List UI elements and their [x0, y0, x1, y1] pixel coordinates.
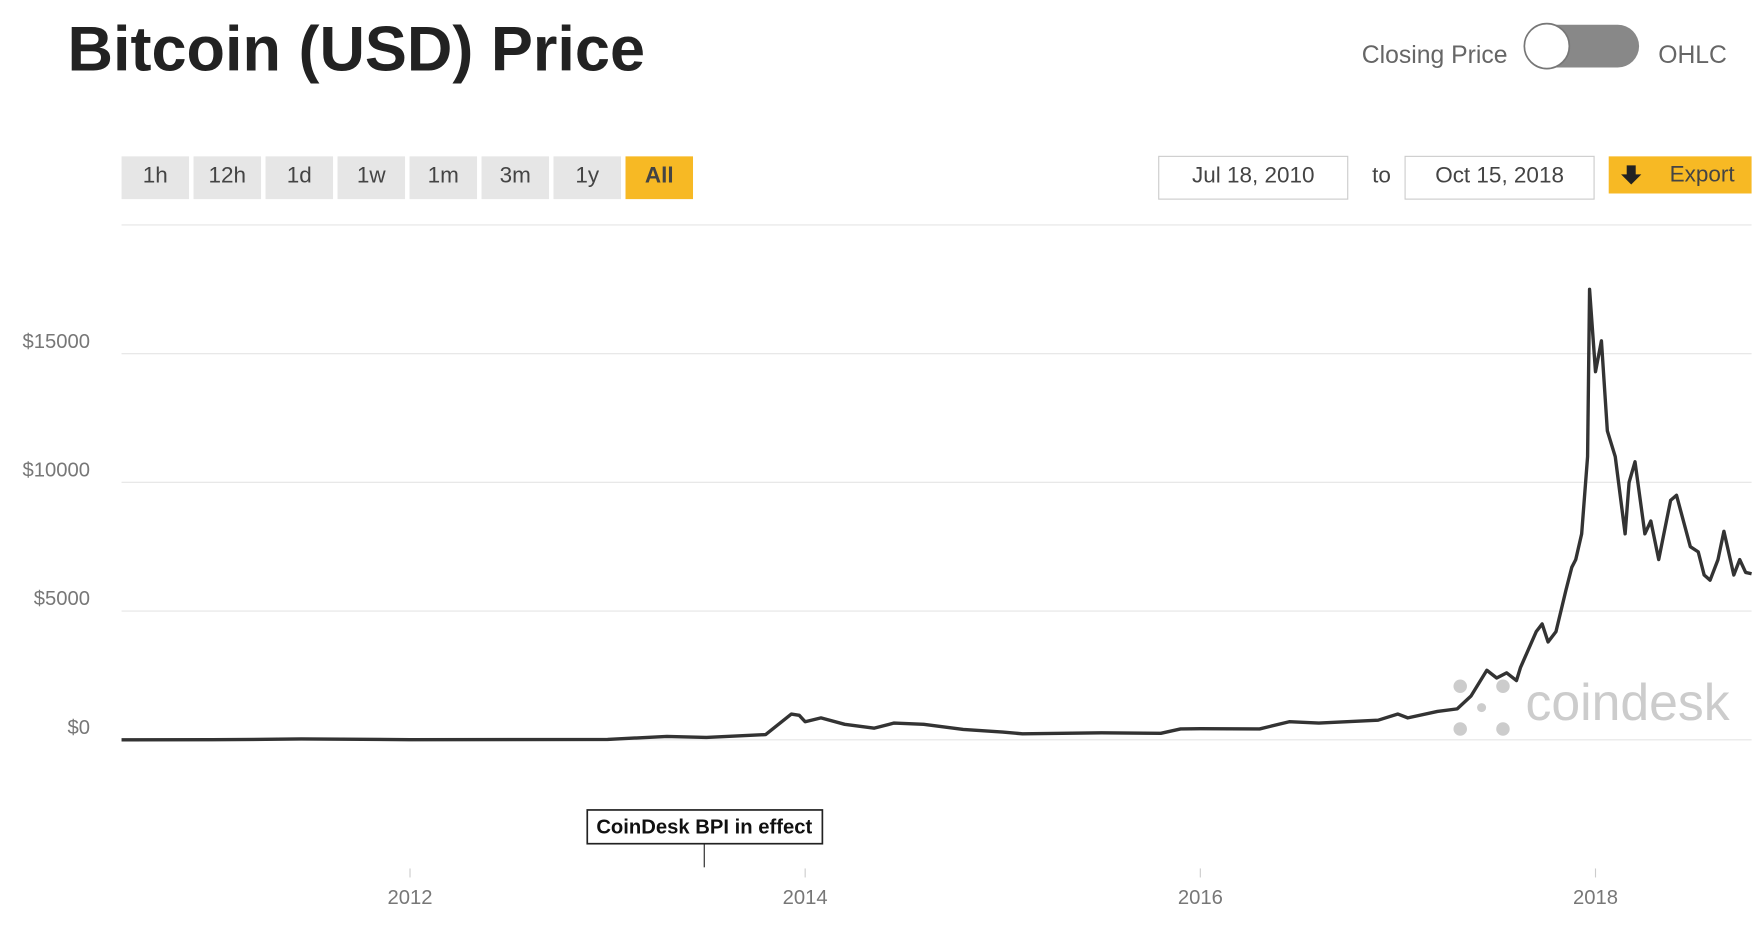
annotation-box [586, 809, 824, 845]
range-button[interactable] [265, 156, 334, 200]
range-label: 1h [143, 163, 168, 188]
range-label: 1y [575, 163, 600, 188]
toggle-label: OHLC [1658, 42, 1727, 69]
plot: $0 $5000 $10000 $15000 2012 2014 2016 2018 [23, 287, 1752, 909]
y-tick-label: $10000 [23, 459, 91, 481]
range-button[interactable] [337, 156, 406, 200]
range-label: 1d [287, 163, 312, 188]
range-button[interactable] [481, 156, 550, 200]
date-input[interactable] [1404, 155, 1595, 200]
annotation: CoinDesk BPI in effect [596, 816, 812, 838]
download-icon [1621, 165, 1642, 185]
range-button[interactable] [121, 156, 190, 200]
x-tick-label: 2018 [1573, 887, 1618, 909]
range-button[interactable] [625, 156, 694, 200]
y-tick-label: $15000 [23, 331, 91, 353]
range-label: 1w [357, 163, 387, 188]
range-label: All [645, 163, 674, 188]
range-button[interactable] [193, 156, 262, 200]
y-tick-label: $0 [68, 717, 91, 739]
date-separator: to [1372, 163, 1391, 188]
date-input[interactable] [1158, 155, 1349, 200]
range-label: 1m [428, 163, 459, 188]
range-label: 3m [500, 163, 531, 188]
x-tick-label: 2012 [388, 887, 433, 909]
range-button[interactable] [553, 156, 622, 200]
price-line [121, 287, 1752, 742]
date-to: Oct 15, 2018 [1435, 163, 1564, 188]
watermark-logo [1453, 679, 1510, 736]
y-tick-label: $5000 [34, 588, 90, 610]
page-title: Bitcoin (USD) Price [68, 15, 645, 85]
x-tick-label: 2014 [783, 887, 828, 909]
toggle-switch[interactable] [1523, 22, 1640, 70]
toggle-label: Closing Price [1362, 42, 1508, 69]
watermark: coindesk [1525, 673, 1729, 731]
range-button[interactable] [409, 156, 478, 200]
range-label: 12h [209, 163, 247, 188]
date-from: Jul 18, 2010 [1192, 163, 1315, 188]
export-label: Export [1670, 161, 1736, 186]
toggle-knob [1523, 22, 1571, 70]
range-buttons: 1h 12h 1d 1w 1m 3m 1y All [121, 156, 694, 200]
x-tick-label: 2016 [1178, 887, 1223, 909]
